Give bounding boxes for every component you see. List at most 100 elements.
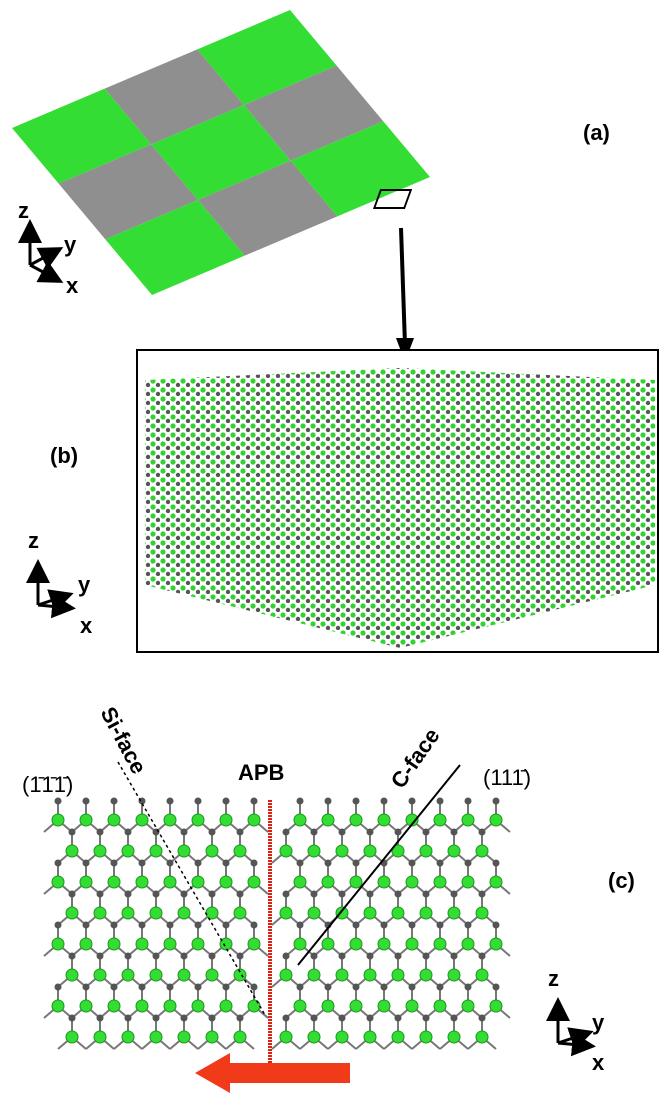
si-atom	[192, 938, 204, 950]
si-atom	[108, 1000, 120, 1012]
direction-arrow	[195, 1053, 350, 1093]
axes-a: z y x	[18, 198, 79, 298]
c-atom	[409, 798, 416, 805]
si-atom	[392, 907, 404, 919]
si-atom	[308, 1031, 320, 1043]
c-atom	[451, 953, 458, 960]
si-atom	[378, 938, 390, 950]
si-atom	[490, 876, 502, 888]
c-atom	[125, 953, 132, 960]
si-atom	[322, 876, 334, 888]
si-atom	[322, 1000, 334, 1012]
c-atom	[223, 798, 230, 805]
si-atom	[164, 938, 176, 950]
c-atom	[237, 1015, 244, 1022]
c-atom	[153, 891, 160, 898]
c-atom	[125, 1015, 132, 1022]
c-atom	[237, 829, 244, 836]
si-atom	[94, 969, 106, 981]
c-atom	[97, 891, 104, 898]
c-atom	[181, 891, 188, 898]
si-atom	[52, 876, 64, 888]
c-atom	[325, 798, 332, 805]
c-atom	[325, 984, 332, 991]
si-atom	[364, 907, 376, 919]
c-atom	[367, 891, 374, 898]
si-atom	[220, 876, 232, 888]
axis-label: z	[28, 528, 39, 553]
c-atom	[55, 860, 62, 867]
c-atom	[465, 798, 472, 805]
si-atom	[108, 876, 120, 888]
c-atom	[479, 891, 486, 898]
c-atom	[111, 798, 118, 805]
si-atom	[294, 938, 306, 950]
si-atom	[448, 969, 460, 981]
si-atom	[336, 1031, 348, 1043]
c-atom	[209, 953, 216, 960]
c-atom	[493, 984, 500, 991]
si-atom	[462, 876, 474, 888]
si-atom	[322, 814, 334, 826]
c-atom	[465, 922, 472, 929]
si-atom	[192, 1000, 204, 1012]
c-atom	[139, 860, 146, 867]
c-atom	[437, 984, 444, 991]
c-atom	[381, 922, 388, 929]
si-atom	[206, 1031, 218, 1043]
face-label: C-face	[386, 723, 445, 792]
si-atom	[206, 969, 218, 981]
c-atom	[479, 953, 486, 960]
si-atom	[420, 969, 432, 981]
si-atom	[476, 1031, 488, 1043]
c-atom	[97, 1015, 104, 1022]
c-atom	[465, 860, 472, 867]
c-atom	[167, 798, 174, 805]
c-atom	[479, 829, 486, 836]
si-atom	[150, 969, 162, 981]
c-atom	[223, 860, 230, 867]
si-atom	[294, 1000, 306, 1012]
c-atom	[139, 984, 146, 991]
lattice	[44, 798, 510, 1050]
si-atom	[52, 1000, 64, 1012]
c-atom	[167, 860, 174, 867]
si-atom	[280, 845, 292, 857]
si-atom	[350, 876, 362, 888]
c-atom	[195, 922, 202, 929]
si-atom	[234, 845, 246, 857]
c-atom	[451, 891, 458, 898]
c-atom	[251, 798, 258, 805]
si-atom	[94, 1031, 106, 1043]
c-atom	[409, 860, 416, 867]
si-atom	[220, 814, 232, 826]
c-atom	[83, 922, 90, 929]
c-atom	[55, 984, 62, 991]
c-atom	[381, 798, 388, 805]
c-atom	[209, 891, 216, 898]
c-face-line	[298, 765, 460, 965]
plane-label: (1̄1̄1̄)	[22, 772, 73, 797]
si-atom	[150, 845, 162, 857]
c-atom	[209, 1015, 216, 1022]
si-atom	[248, 938, 260, 950]
si-atom	[66, 1031, 78, 1043]
si-atom	[66, 969, 78, 981]
c-atom	[69, 1015, 76, 1022]
si-atom	[392, 969, 404, 981]
si-atom	[364, 845, 376, 857]
si-atom	[280, 1031, 292, 1043]
si-atom	[80, 1000, 92, 1012]
si-atom	[476, 845, 488, 857]
c-atom	[381, 984, 388, 991]
si-atom	[420, 845, 432, 857]
c-atom	[223, 984, 230, 991]
si-atom	[434, 814, 446, 826]
si-atom	[150, 907, 162, 919]
si-atom	[136, 876, 148, 888]
c-atom	[395, 1015, 402, 1022]
si-atom	[308, 907, 320, 919]
c-atom	[493, 860, 500, 867]
c-atom	[237, 891, 244, 898]
c-atom	[409, 922, 416, 929]
